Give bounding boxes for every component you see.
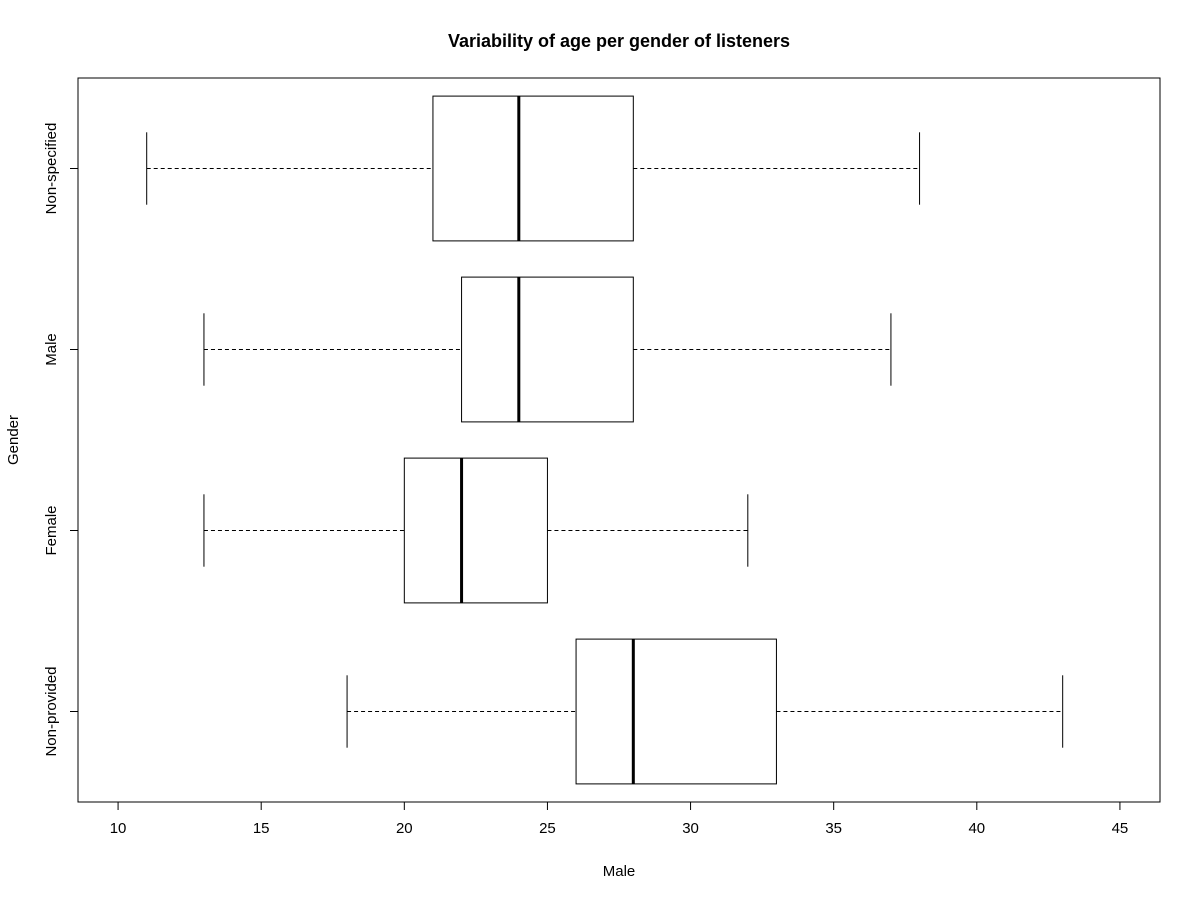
y-axis: Non-provided Female Male Non-specified <box>43 123 79 757</box>
box-series <box>146 95 1064 785</box>
x-tick-label: 10 <box>110 820 127 837</box>
y-axis-label: Gender <box>5 415 22 465</box>
chart-title: Variability of age per gender of listene… <box>448 31 790 51</box>
y-tick-label: Non-specified <box>43 123 60 215</box>
box-group <box>346 638 1064 785</box>
x-tick-label: 35 <box>825 820 842 837</box>
x-tick-label: 25 <box>539 820 556 837</box>
box-iqr <box>575 638 777 785</box>
y-tick-label: Female <box>43 505 60 555</box>
x-tick-label: 15 <box>253 820 270 837</box>
box-iqr <box>403 457 548 604</box>
x-tick-label: 30 <box>682 820 699 837</box>
x-axis-label: Male <box>603 863 636 880</box>
box-group <box>203 457 749 604</box>
x-tick-label: 40 <box>968 820 985 837</box>
box-iqr <box>461 276 634 423</box>
box-iqr <box>432 95 634 242</box>
box-group <box>146 95 921 242</box>
x-tick-label: 45 <box>1112 820 1129 837</box>
x-axis: 10 15 20 25 30 35 40 45 <box>110 801 1129 837</box>
y-tick-label: Male <box>43 333 60 366</box>
box-group <box>203 276 892 423</box>
x-tick-label: 20 <box>396 820 413 837</box>
y-tick-label: Non-provided <box>43 666 60 756</box>
